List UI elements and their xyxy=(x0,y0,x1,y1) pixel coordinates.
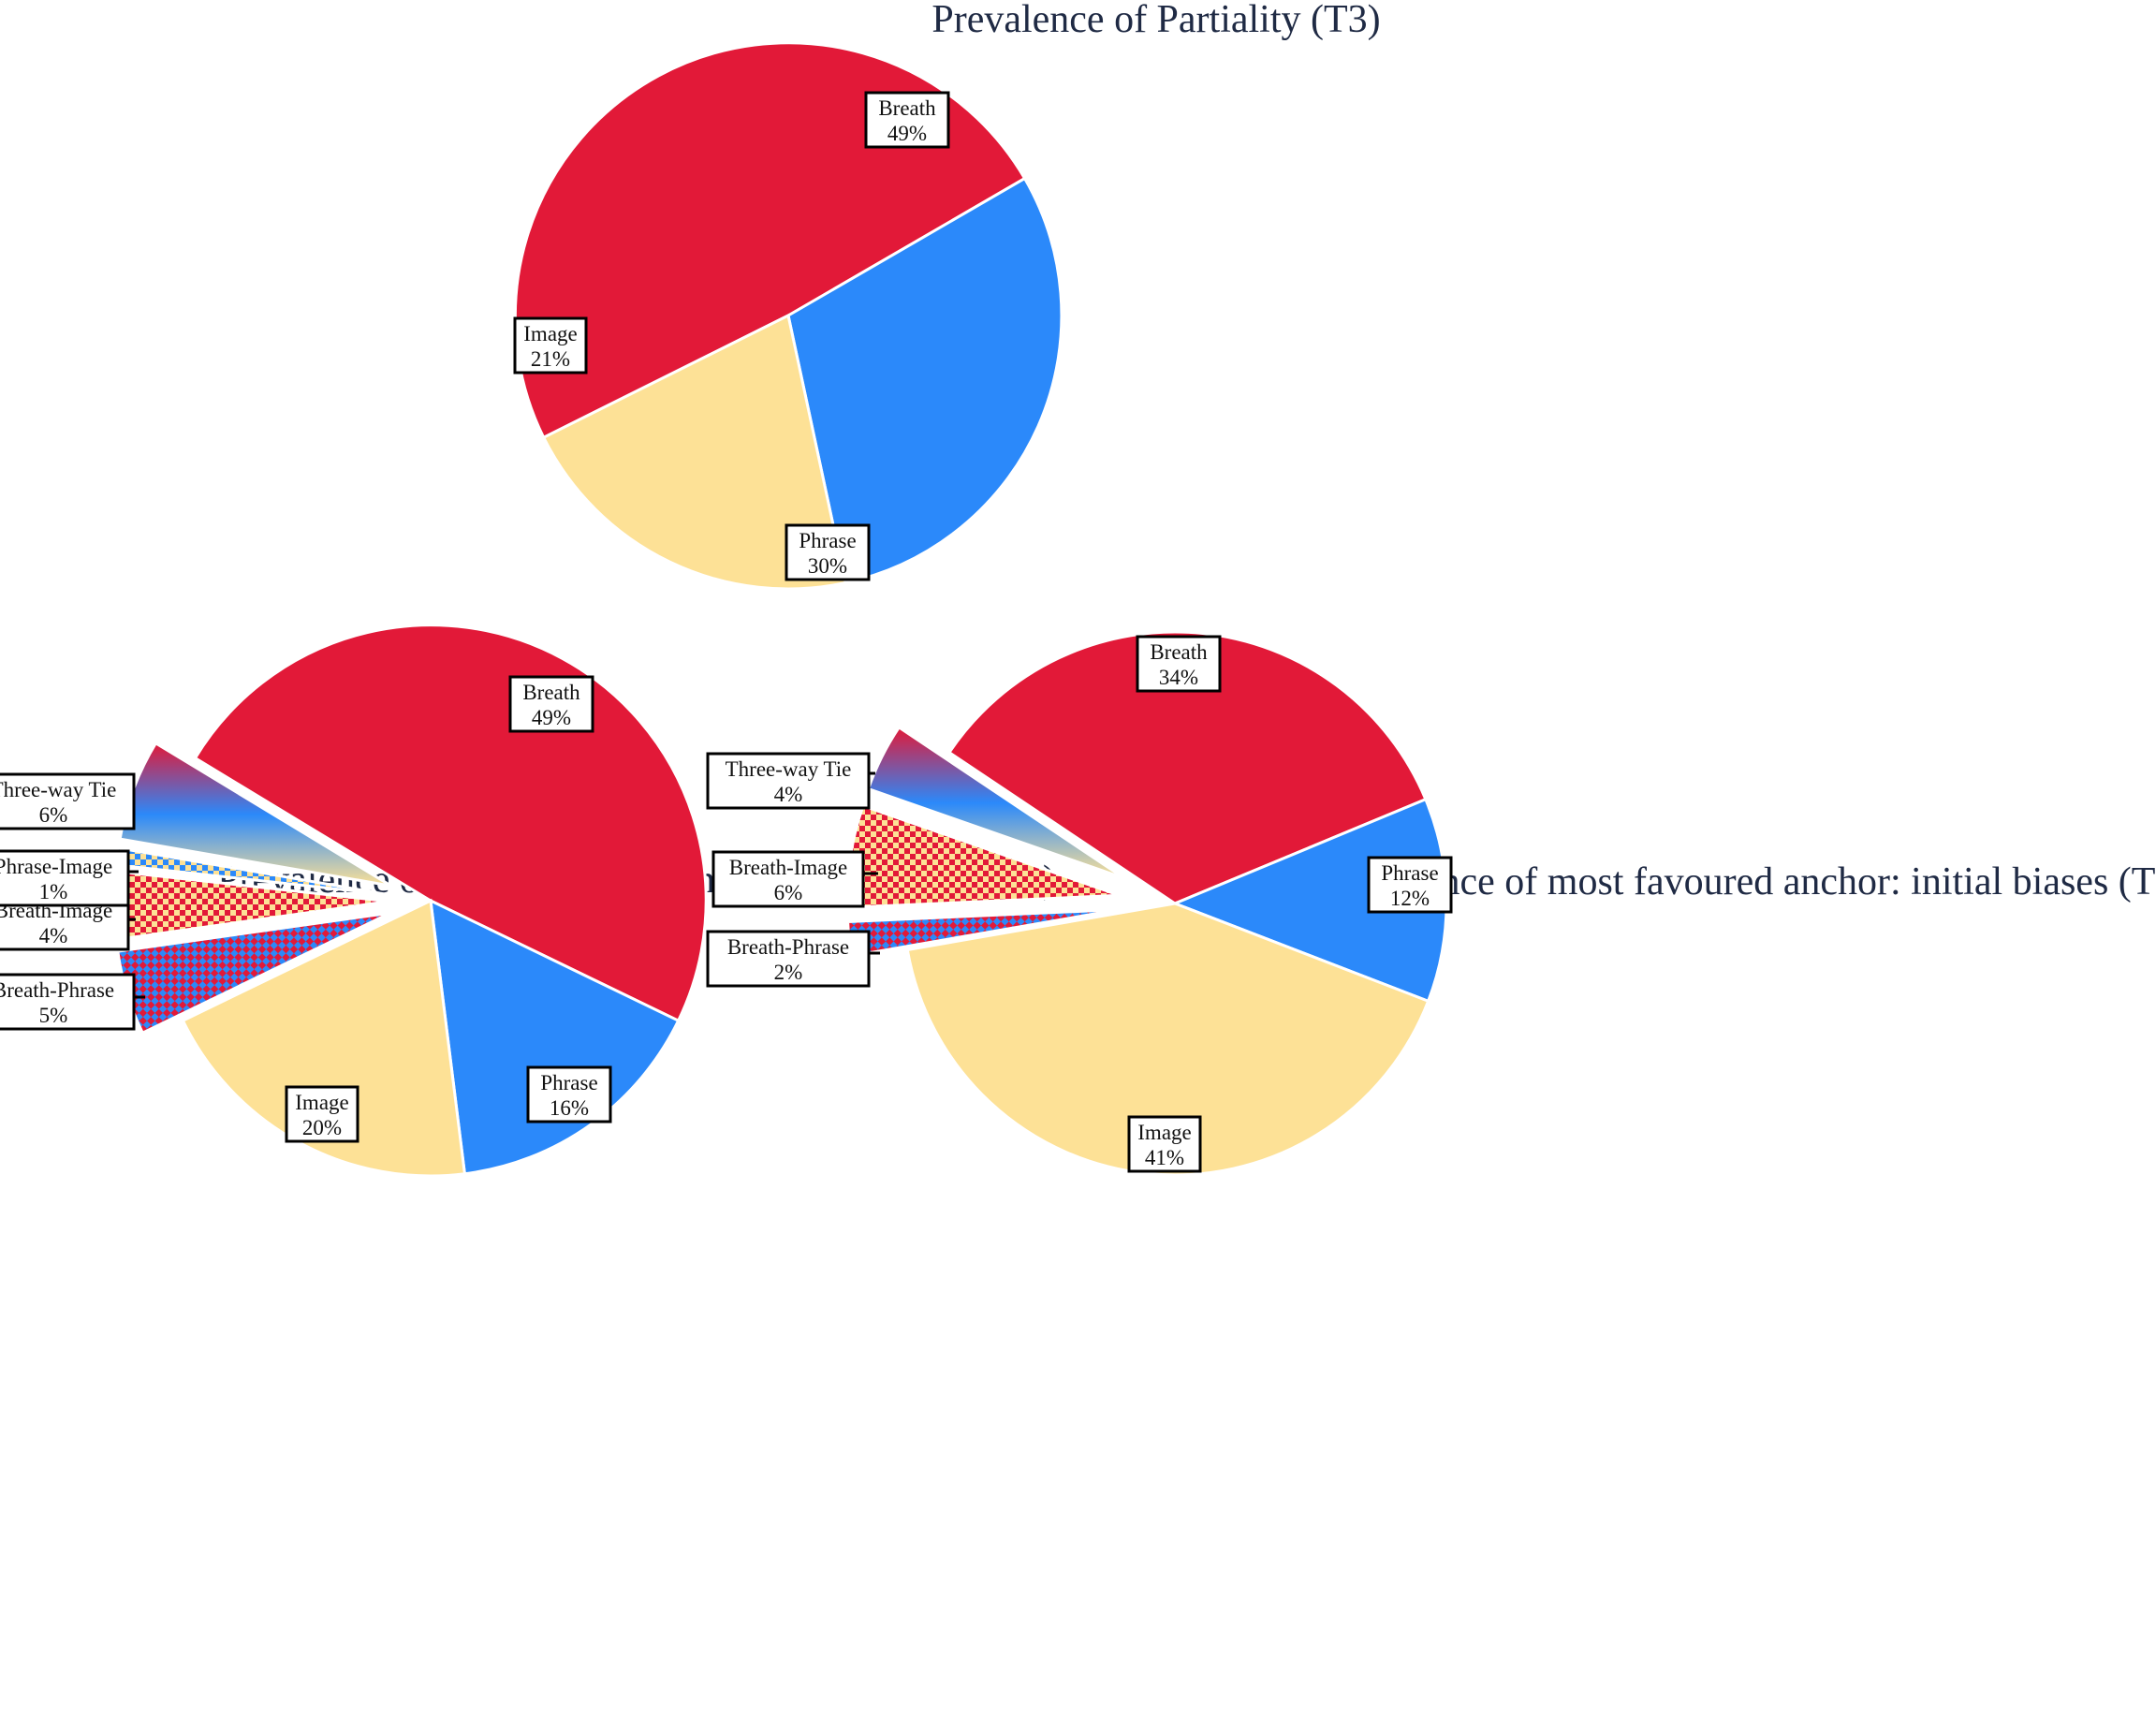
label-box xyxy=(1367,856,1453,914)
slice-percent: 16% xyxy=(550,1096,589,1120)
slice-percent: 4% xyxy=(774,783,803,806)
slice-label: Phrase-Image xyxy=(0,855,112,878)
slice-label: Breath xyxy=(878,96,936,120)
slice-percent: 2% xyxy=(774,961,803,984)
label-box xyxy=(0,772,136,830)
slice-t3-phrase xyxy=(786,176,1063,585)
slice-label: Phrase xyxy=(1381,861,1438,885)
slice-percent: 4% xyxy=(39,924,68,947)
slice-label: Breath-Image xyxy=(729,856,847,879)
slice-label: Three-way Tie xyxy=(0,778,116,801)
label-box xyxy=(864,91,950,149)
slice-t1-breath xyxy=(946,630,1428,905)
label-box xyxy=(0,973,136,1031)
slice-percent: 6% xyxy=(39,803,68,827)
label-box xyxy=(785,523,871,581)
slice-t3-image xyxy=(541,313,847,591)
label-box xyxy=(526,1065,612,1124)
slice-percent: 12% xyxy=(1390,887,1430,910)
slice-percent: 21% xyxy=(531,347,570,371)
label-box xyxy=(706,930,871,988)
slice-t2-phrase xyxy=(429,898,681,1176)
slice-label: Image xyxy=(1137,1121,1191,1144)
slice-percent: 49% xyxy=(887,122,927,145)
slice-label: Breath-Phrase xyxy=(727,935,849,959)
slice-label: Image xyxy=(523,322,577,345)
slice-label: Phrase xyxy=(799,529,856,552)
label-box xyxy=(508,675,594,733)
slice-percent: 1% xyxy=(39,880,68,903)
label-box xyxy=(285,1085,359,1143)
slice-label: Breath xyxy=(1150,640,1208,664)
label-box xyxy=(513,316,588,375)
slice-percent: 49% xyxy=(532,706,571,729)
slice-label: Image xyxy=(295,1091,348,1114)
slice-label: Three-way Tie xyxy=(726,757,852,781)
slice-percent: 5% xyxy=(39,1004,68,1027)
slice-label: Breath xyxy=(522,681,580,704)
chart-title-t1: Prevalence of most favoured anchor: init… xyxy=(1323,860,2156,903)
slice-percent: 6% xyxy=(774,881,803,904)
label-box xyxy=(0,849,130,907)
chart-title-t3: Prevalence of Partiality (T3) xyxy=(931,0,1380,41)
label-box xyxy=(1136,635,1222,693)
slice-label: Phrase xyxy=(540,1071,597,1094)
label-box xyxy=(706,752,871,810)
slice-t1-image xyxy=(905,902,1430,1177)
slice-percent: 41% xyxy=(1145,1146,1184,1169)
slice-percent: 34% xyxy=(1159,666,1198,689)
slice-percent: 20% xyxy=(302,1116,342,1139)
slice-percent: 30% xyxy=(808,554,847,578)
slice-label: Breath-Phrase xyxy=(0,978,114,1002)
label-box xyxy=(1127,1115,1202,1173)
label-box xyxy=(711,850,865,908)
